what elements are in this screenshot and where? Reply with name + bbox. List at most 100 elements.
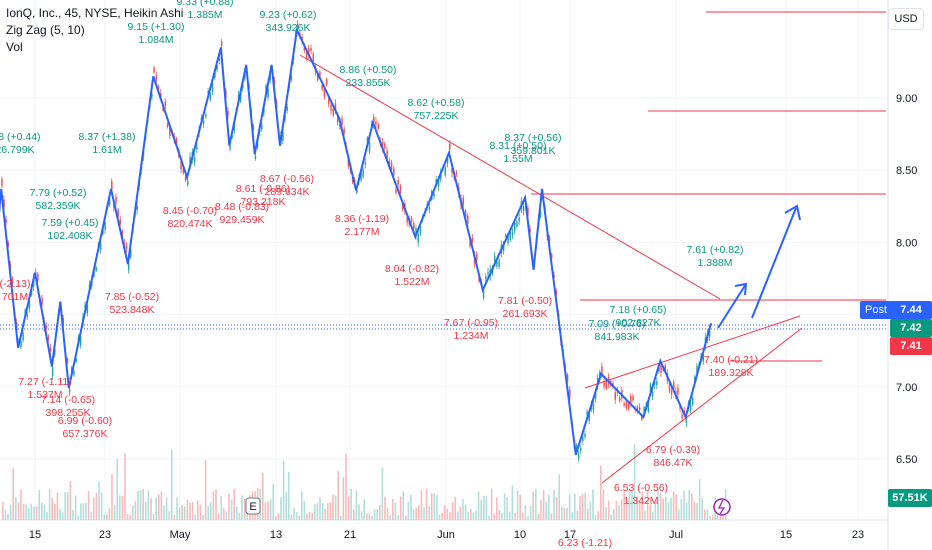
zigzag-label: 6.99 (-0.60) (58, 415, 112, 427)
horizontal-levels (0, 11, 886, 362)
volume-bar (30, 503, 33, 520)
volume-bar (67, 491, 69, 520)
zigzag-label: 7.14 (-0.65) (41, 394, 95, 406)
candle (47, 336, 50, 340)
volume-bar (2, 502, 4, 520)
zigzag-label-volume: 523.848K (110, 304, 155, 316)
chart-legend: IonQ, Inc., 45, NYSE, Heikin Ashi Zig Za… (6, 5, 183, 56)
volume-bar (464, 504, 467, 520)
candle (462, 197, 465, 205)
candle (202, 120, 205, 124)
zigzag-label: 8.86 (+0.50) (340, 64, 397, 76)
x-tick-label: 10 (514, 529, 526, 541)
zigzag-label-volume: 26.799K (0, 144, 35, 156)
volume-bar (683, 490, 685, 520)
volume-bar (111, 473, 113, 520)
volume-bar (438, 514, 441, 520)
currency-button[interactable]: USD (888, 8, 924, 30)
volume-bar (194, 514, 196, 520)
volume-bar (446, 508, 449, 520)
candle (419, 226, 422, 234)
trend-line (299, 54, 721, 300)
candle (117, 209, 119, 218)
candle (683, 410, 686, 414)
volume-bar (626, 502, 628, 520)
volume-bar (20, 489, 22, 520)
volume-bar (371, 515, 373, 520)
volume-bar (561, 506, 563, 520)
candle (37, 273, 39, 282)
candle (527, 207, 529, 215)
event-markers[interactable]: E (245, 497, 731, 516)
volume-bar (592, 489, 594, 520)
volume-bar (238, 512, 241, 520)
volume-bar (236, 506, 238, 520)
candle (417, 234, 420, 243)
volume-bar (610, 514, 612, 520)
post-price-tag: 7.44 (890, 301, 932, 319)
symbol-title[interactable]: IonQ, Inc., 45, NYSE, Heikin Ashi (6, 6, 184, 20)
candle (119, 219, 121, 225)
zigzag-label-volume: 233.855K (346, 77, 391, 89)
candle (104, 222, 106, 230)
candle (384, 143, 386, 149)
candle (286, 106, 288, 111)
arrow-head-icon (784, 204, 801, 221)
indicator-label[interactable]: Zig Zag (5, 10) (6, 23, 85, 37)
volume-bar (529, 506, 532, 520)
volume-bar (688, 489, 690, 520)
volume-bar (368, 513, 371, 520)
candle (668, 383, 671, 392)
volume-bar (511, 485, 514, 520)
y-tick-label: 8.00 (896, 237, 917, 249)
volume-bar (46, 512, 48, 520)
volume-bar (17, 502, 20, 520)
volume-bar (191, 501, 194, 520)
candle (638, 407, 641, 411)
volume-bar (475, 510, 477, 520)
volume-label[interactable]: Vol (6, 40, 23, 54)
candle (569, 389, 571, 398)
volume-bar (568, 494, 571, 520)
zigzag-label-volume: 343.926K (266, 22, 311, 34)
zigzag-label-volume: 1.234M (453, 330, 488, 342)
volume-bar (314, 504, 316, 520)
volume-bar (628, 488, 631, 520)
candle (586, 411, 588, 415)
volume-bar (410, 494, 412, 520)
volume-bar (649, 504, 651, 520)
zigzag-label-volume: 929.459K (220, 214, 265, 226)
zigzag-label: 7.81 (-0.50) (498, 295, 552, 307)
zigzag-label-volume: 820.474K (168, 218, 213, 230)
volume-bar (467, 511, 469, 520)
zigzag-label: .38 (+0.44) (0, 131, 41, 143)
volume-bar (633, 444, 636, 520)
volume-bar (171, 449, 173, 520)
candle (66, 358, 69, 363)
candle (386, 150, 388, 159)
candle (330, 104, 332, 111)
volume-bar (321, 502, 324, 520)
volume-bar (659, 492, 662, 520)
volume-bar (548, 494, 550, 520)
candle (582, 437, 584, 442)
volume-bar (384, 496, 386, 520)
candle (75, 358, 77, 362)
earnings-icon[interactable] (245, 497, 261, 515)
volume-bar (246, 512, 248, 520)
candle (360, 171, 362, 181)
candle (388, 160, 391, 167)
zigzag-label-volume: 1.084M (138, 34, 173, 46)
zigzag-label-volume: 701M (2, 291, 28, 303)
volume-bar (212, 491, 215, 520)
volume-bar (431, 493, 433, 520)
volume-bar (589, 502, 592, 520)
candle (566, 374, 569, 382)
candle (261, 124, 263, 130)
volume-bar (337, 470, 339, 520)
candle (516, 221, 518, 227)
lightning-icon[interactable] (713, 498, 731, 516)
volume-bar (98, 481, 100, 520)
volume-bar (22, 503, 25, 520)
